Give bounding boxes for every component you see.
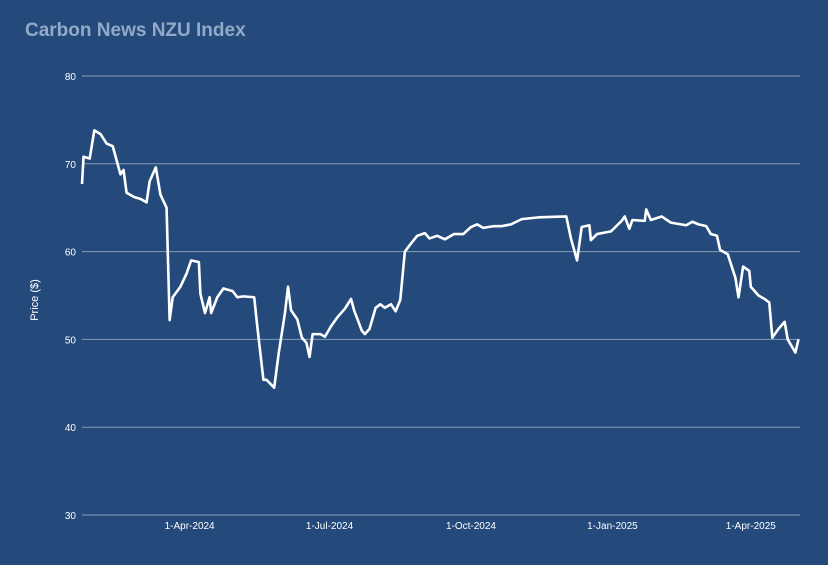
x-tick-label: 1-Apr-2024 [165, 521, 215, 532]
y-tick-label: 40 [65, 423, 77, 434]
x-tick-label: 1-Oct-2024 [446, 521, 496, 532]
y-tick-label: 60 [65, 248, 77, 259]
y-tick-label: 70 [65, 160, 77, 171]
y-tick-label: 80 [65, 72, 77, 83]
price-line [80, 129, 800, 389]
x-tick-label: 1-Apr-2025 [726, 521, 776, 532]
x-tick-label: 1-Jan-2025 [587, 521, 638, 532]
y-tick-label: 30 [65, 511, 77, 522]
x-tick-label: 1-Jul-2024 [306, 521, 354, 532]
chart-title: Carbon News NZU Index [25, 20, 246, 41]
y-axis-label: Price ($) [29, 279, 41, 321]
y-tick-label: 50 [65, 335, 77, 346]
